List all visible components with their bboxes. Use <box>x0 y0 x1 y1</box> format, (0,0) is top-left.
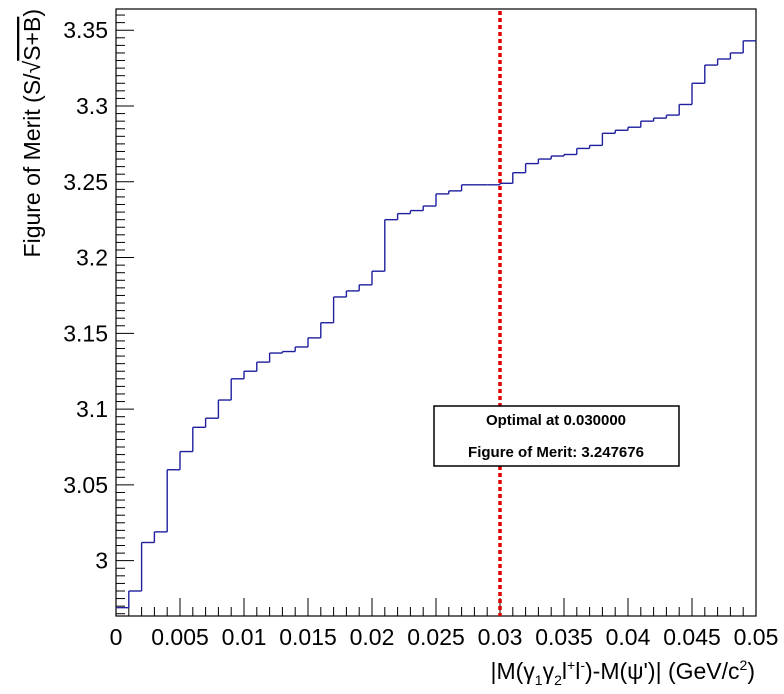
y-tick-label: 3.25 <box>63 169 108 195</box>
series-steps <box>116 40 756 609</box>
annotation-merit: Figure of Merit: 3.247676 <box>468 444 644 461</box>
y-tick-label: 3.3 <box>76 93 108 119</box>
x-tick-label: 0.03 <box>478 624 523 650</box>
x-tick-label: 0 <box>110 624 123 650</box>
x-tick-label: 0.005 <box>151 624 209 650</box>
y-tick-label: 3.15 <box>63 320 108 346</box>
y-tick-label: 3 <box>95 548 108 574</box>
plot-frame <box>115 8 757 617</box>
y-axis-title: Figure of Merit (S/√S+B) <box>19 9 45 257</box>
y-tick-label: 3.2 <box>76 245 108 271</box>
series-group <box>116 40 756 609</box>
x-axis: 0 0.005 0.01 0.015 0.02 0.025 0.03 0.035 0.04 0.0… <box>110 598 779 650</box>
x-tick-label: 0.04 <box>606 624 651 650</box>
y-tick-label: 3.35 <box>63 17 108 43</box>
annotation-optimal: Optimal at 0.030000 <box>486 412 626 429</box>
x-tick-label: 0.045 <box>663 624 721 650</box>
x-tick-label: 0.035 <box>535 624 593 650</box>
y-tick-label: 3.05 <box>63 472 108 498</box>
y-tick-label: 3.1 <box>76 396 108 422</box>
x-axis-title: |M(γ1γ2l+l-)-M(ψ')| (GeV/c2) <box>491 657 756 688</box>
x-tick-label: 0.015 <box>279 624 337 650</box>
y-axis: 3 3.05 3.1 3.15 3.2 3.25 3.3 3.35 <box>63 14 134 615</box>
x-tick-label: 0.05 <box>734 624 779 650</box>
x-tick-label: 0.02 <box>350 624 395 650</box>
x-tick-label: 0.025 <box>407 624 465 650</box>
annotation-frame <box>433 405 680 467</box>
annotation-box: Optimal at 0.030000 Figure of Merit: 3.2… <box>433 405 680 467</box>
x-tick-label: 0.01 <box>222 624 267 650</box>
